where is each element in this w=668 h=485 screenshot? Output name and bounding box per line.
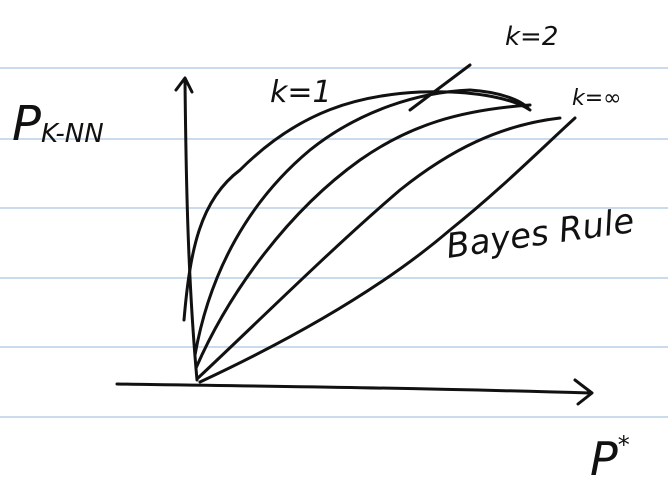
symbol: P [590, 432, 618, 485]
sketch [115, 63, 594, 406]
curve-label: k=∞ [572, 86, 622, 111]
x-axis-label: P* [590, 431, 630, 485]
curve [196, 116, 562, 380]
curve [194, 103, 532, 370]
curve-label: k=2 [505, 22, 558, 52]
curve-label: k=1 [270, 75, 332, 110]
curve-bayes [198, 116, 577, 384]
y-axis-label: PK-NN [12, 96, 104, 152]
x-axis [115, 378, 594, 406]
curve [193, 88, 530, 357]
y-axis [174, 76, 199, 382]
curve-k1 [182, 90, 532, 322]
paper-lines [0, 67, 668, 418]
subscript: K-NN [41, 119, 104, 149]
curve-k2-tail [408, 63, 472, 112]
symbol: P [12, 96, 41, 152]
superscript: * [618, 431, 630, 459]
